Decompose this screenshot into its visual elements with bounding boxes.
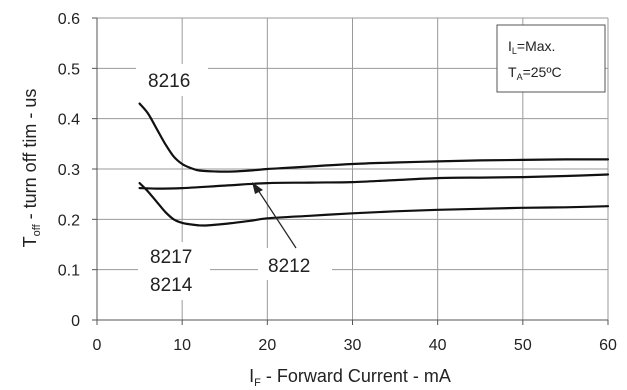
y-tick-label: 0.6 [58,11,80,28]
x-tick-labels: 0 10 20 30 40 50 60 [93,320,617,354]
svg-text:8216: 8216 [148,71,190,92]
curve-label-8216: 8216 [136,64,208,96]
curve-label-8214: 8214 [150,275,193,296]
y-tick-label: 0.2 [58,212,80,229]
curve-label-8212: 8212 [258,248,332,280]
y-tick-label: 0 [71,313,80,330]
leader-arrow-8212 [252,182,297,249]
y-tick-label: 0.1 [58,263,80,280]
svg-text:8212: 8212 [268,256,310,277]
curve-label-8217-8214: 8217 8214 [138,242,210,300]
x-tick-label: 10 [173,337,191,354]
curves [138,102,610,227]
series-line-8212 [138,173,610,190]
x-axis-title: IF - Forward Current - mA [249,366,451,389]
condition-line-2: TA=25ºC [508,64,562,82]
x-tick-label: 0 [93,337,102,354]
conditions-box: IL=Max. TA=25ºC [496,24,606,93]
x-tick-label: 30 [344,337,362,354]
y-tick-labels: 0 0.1 0.2 0.3 0.4 0.5 0.6 [58,11,97,330]
y-axis-title: Toff - turn off tim - us [20,89,43,248]
x-tick-label: 20 [258,337,276,354]
condition-line-1: IL=Max. [508,38,555,56]
x-tick-label: 50 [514,337,532,354]
curve-label-8217: 8217 [150,247,192,268]
y-tick-label: 0.4 [58,112,80,129]
y-tick-label: 0.3 [58,162,80,179]
series-line-8217-8214 [138,182,610,227]
y-tick-label: 0.5 [58,61,80,78]
x-tick-label: 40 [429,337,447,354]
x-tick-label: 60 [599,337,617,354]
series-line-8216 [138,102,610,173]
